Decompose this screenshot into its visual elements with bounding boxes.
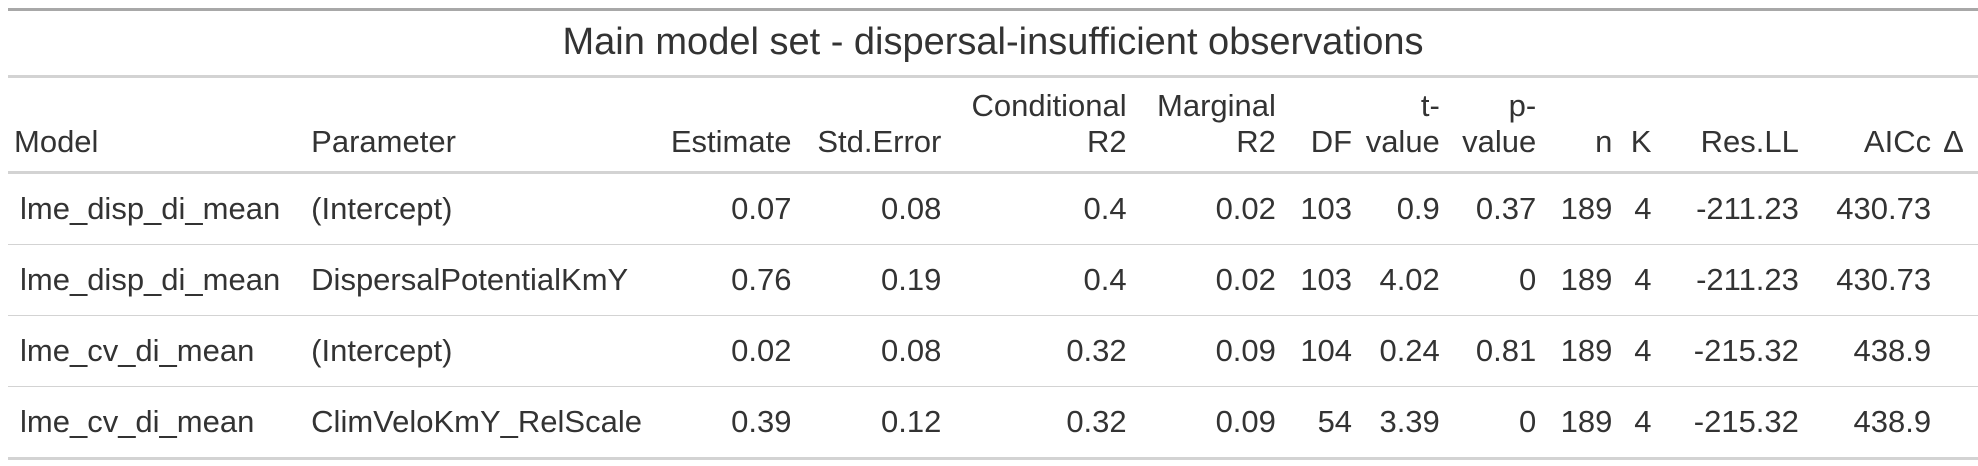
cell-parameter: (Intercept) — [305, 315, 648, 388]
cell-aicc: 438.9 — [1804, 315, 1938, 388]
cell-df: 103 — [1281, 172, 1359, 246]
cell-estimate: 0.07 — [647, 172, 798, 246]
cell-marginal-r2: 0.09 — [1132, 386, 1282, 461]
cell-res-ll: -215.32 — [1657, 315, 1805, 388]
cell-p-value: 0.37 — [1445, 172, 1543, 246]
cell-model: lme_disp_di_mean — [8, 172, 306, 246]
column-header-p-value: p- value — [1445, 76, 1543, 175]
cell-model: lme_cv_di_mean — [8, 315, 306, 388]
cell-delta — [1937, 172, 1978, 246]
cell-conditional-r2: 0.4 — [947, 244, 1133, 317]
cell-res-ll: -215.32 — [1657, 386, 1805, 461]
column-header-df: DF — [1281, 76, 1359, 175]
column-header-t-value-line1: t- — [1420, 88, 1440, 123]
column-header-delta: Δ — [1937, 76, 1978, 175]
cell-t-value: 0.9 — [1358, 172, 1446, 246]
column-header-conditional-r2-line2: R2 — [1087, 123, 1127, 159]
cell-res-ll: -211.23 — [1657, 244, 1805, 317]
table-row: lme_cv_di_mean ClimVeloKmY_RelScale 0.39… — [8, 386, 1978, 461]
model-results-table: Main model set - dispersal-insufficient … — [8, 8, 1978, 461]
cell-k: 4 — [1618, 315, 1658, 388]
table-row: lme_cv_di_mean (Intercept) 0.02 0.08 0.3… — [8, 315, 1978, 388]
cell-k: 4 — [1618, 386, 1658, 461]
cell-n: 189 — [1542, 172, 1619, 246]
column-header-conditional-r2: Conditional R2 — [947, 76, 1133, 175]
cell-marginal-r2: 0.02 — [1132, 244, 1282, 317]
cell-delta — [1937, 315, 1978, 388]
cell-parameter: DispersalPotentialKmY — [305, 244, 648, 317]
column-header-res-ll: Res.LL — [1657, 76, 1805, 175]
model-results-table-container: Main model set - dispersal-insufficient … — [8, 8, 1978, 461]
table-row: lme_disp_di_mean (Intercept) 0.07 0.08 0… — [8, 172, 1978, 246]
cell-conditional-r2: 0.32 — [947, 315, 1133, 388]
column-header-model: Model — [8, 76, 306, 175]
table-row: lme_disp_di_mean DispersalPotentialKmY 0… — [8, 244, 1978, 317]
cell-parameter: ClimVeloKmY_RelScale — [305, 386, 648, 461]
column-header-marginal-r2-line1: Marginal — [1157, 88, 1276, 123]
cell-t-value: 4.02 — [1358, 244, 1446, 317]
cell-model: lme_disp_di_mean — [8, 244, 306, 317]
cell-df: 103 — [1281, 244, 1359, 317]
column-header-parameter: Parameter — [305, 76, 648, 175]
cell-conditional-r2: 0.32 — [947, 386, 1133, 461]
column-header-p-value-line1: p- — [1508, 88, 1537, 123]
table-title-row: Main model set - dispersal-insufficient … — [8, 8, 1978, 78]
cell-std-error: 0.19 — [797, 244, 948, 317]
cell-t-value: 0.24 — [1358, 315, 1446, 388]
cell-p-value: 0 — [1445, 244, 1543, 317]
cell-estimate: 0.02 — [647, 315, 798, 388]
column-header-n: n — [1542, 76, 1619, 175]
cell-conditional-r2: 0.4 — [947, 172, 1133, 246]
cell-estimate: 0.39 — [647, 386, 798, 461]
cell-marginal-r2: 0.09 — [1132, 315, 1282, 388]
cell-aicc: 430.73 — [1804, 172, 1938, 246]
cell-parameter: (Intercept) — [305, 172, 648, 246]
cell-std-error: 0.08 — [797, 315, 948, 388]
cell-df: 104 — [1281, 315, 1359, 388]
column-header-p-value-line2: value — [1462, 123, 1537, 159]
cell-delta — [1937, 386, 1978, 461]
cell-res-ll: -211.23 — [1657, 172, 1805, 246]
cell-df: 54 — [1281, 386, 1359, 461]
column-header-k: K — [1618, 76, 1658, 175]
column-header-t-value-line2: value — [1365, 123, 1440, 159]
cell-n: 189 — [1542, 315, 1619, 388]
cell-aicc: 438.9 — [1804, 386, 1938, 461]
cell-estimate: 0.76 — [647, 244, 798, 317]
cell-n: 189 — [1542, 244, 1619, 317]
column-header-estimate: Estimate — [647, 76, 798, 175]
cell-k: 4 — [1618, 172, 1658, 246]
column-header-conditional-r2-line1: Conditional — [971, 88, 1127, 123]
cell-model: lme_cv_di_mean — [8, 386, 306, 461]
column-header-t-value: t- value — [1358, 76, 1446, 175]
column-header-marginal-r2: Marginal R2 — [1132, 76, 1282, 175]
column-header-std-error: Std.Error — [797, 76, 948, 175]
cell-p-value: 0.81 — [1445, 315, 1543, 388]
table-title: Main model set - dispersal-insufficient … — [8, 8, 1978, 78]
cell-k: 4 — [1618, 244, 1658, 317]
cell-aicc: 430.73 — [1804, 244, 1938, 317]
column-header-row: Model Parameter Estimate Std.Error Condi… — [8, 76, 1978, 175]
cell-delta — [1937, 244, 1978, 317]
cell-std-error: 0.08 — [797, 172, 948, 246]
cell-marginal-r2: 0.02 — [1132, 172, 1282, 246]
column-header-marginal-r2-line2: R2 — [1236, 123, 1276, 159]
cell-p-value: 0 — [1445, 386, 1543, 461]
cell-std-error: 0.12 — [797, 386, 948, 461]
cell-t-value: 3.39 — [1358, 386, 1446, 461]
column-header-aicc: AICc — [1804, 76, 1938, 175]
cell-n: 189 — [1542, 386, 1619, 461]
